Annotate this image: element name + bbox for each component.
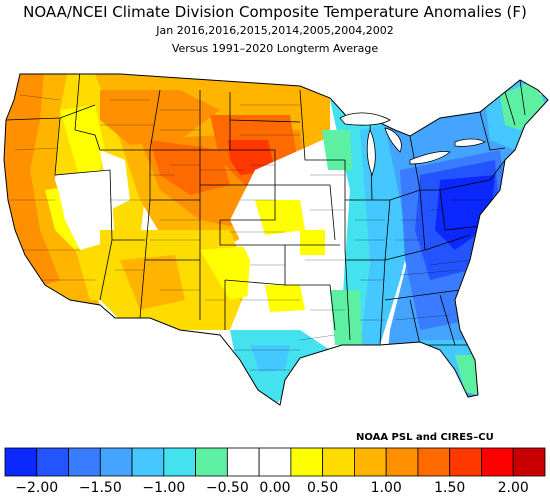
legend-swatch [258, 447, 292, 477]
legend-swatch [322, 447, 355, 477]
map-title: NOAA/NCEI Climate Division Composite Tem… [23, 3, 527, 21]
legend-swatch [481, 447, 514, 477]
legend-swatch [290, 447, 324, 477]
legend-swatch [68, 447, 101, 477]
legend-tick-label: 2.00 [497, 480, 529, 496]
legend-tick-label: −2.00 [15, 480, 59, 496]
legend-swatch [449, 447, 482, 477]
legend-swatch [385, 447, 419, 477]
legend-tick-label: 1.00 [370, 480, 402, 496]
legend-swatch [163, 447, 196, 477]
legend-tick-label: −1.50 [78, 480, 122, 496]
data-credit: NOAA PSL and CIRES–CU [356, 432, 494, 443]
legend-swatch [131, 447, 165, 477]
legend-swatch [4, 447, 38, 477]
color-scale-legend [4, 447, 546, 477]
legend-swatch [354, 447, 387, 477]
legend-tick-label: 0.50 [307, 480, 339, 496]
legend-tick-label: −1.00 [142, 480, 186, 496]
map-subtitle: Jan 2016,2016,2015,2014,2005,2004,2002 [156, 24, 394, 37]
baseline-label: Versus 1991–2020 Longterm Average [171, 42, 379, 55]
us-outline [3, 73, 549, 406]
legend-swatch [36, 447, 69, 477]
legend-swatch [512, 447, 546, 477]
us-anomaly-map [3, 73, 549, 406]
legend-tick-label: −0.50 [205, 480, 249, 496]
legend-swatch [226, 447, 260, 477]
great-lakes [339, 112, 486, 177]
legend-tick-label: 0.00 [259, 480, 291, 496]
climate-divisions [10, 94, 496, 371]
legend-tick-label: 1.50 [434, 480, 466, 496]
legend-swatch [417, 447, 451, 477]
legend-swatch [195, 447, 228, 477]
legend-swatch [99, 447, 133, 477]
state-boundaries [5, 74, 526, 346]
